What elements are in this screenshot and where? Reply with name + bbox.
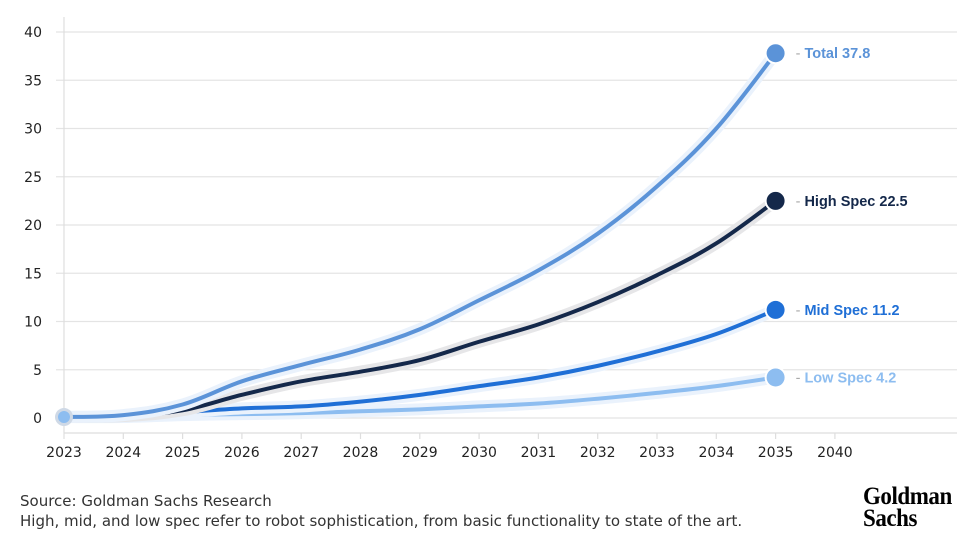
end-labels: - Low Spec 4.2- Mid Spec 11.2- High Spec…: [55, 42, 908, 427]
end-label-text: Total 37.8: [804, 46, 870, 62]
x-tick-label: 2035: [758, 445, 794, 461]
end-label-low-spec: - Low Spec 4.2: [796, 370, 897, 386]
x-axis: 2023 2024 2025 2026 2027 2028 2029 2030 2031 2032…: [46, 432, 957, 461]
y-tick-label: 5: [33, 363, 42, 379]
end-label-dash: -: [796, 303, 805, 319]
x-tick-label: 2030: [461, 445, 497, 461]
end-marker-high-spec: [766, 191, 785, 210]
end-label-dash: -: [796, 370, 805, 386]
y-tick-label: 0: [33, 411, 42, 427]
x-tick-label: 2025: [165, 445, 201, 461]
x-tick-label: 2023: [46, 445, 82, 461]
y-tick-label: 40: [24, 25, 42, 41]
y-tick-label: 15: [24, 266, 42, 282]
end-label-dash: -: [796, 194, 805, 210]
end-marker-low-spec: [766, 368, 785, 387]
chart-footer: Source: Goldman Sachs Research High, mid…: [20, 491, 742, 531]
end-label-total: - Total 37.8: [796, 46, 871, 62]
goldman-sachs-logo: Goldman Sachs: [863, 483, 952, 532]
y-tick-label: 35: [24, 73, 42, 89]
x-tick-label: 2029: [402, 445, 438, 461]
series-line-total: [62, 51, 778, 420]
y-tick-label: 30: [24, 122, 42, 138]
source-note: Source: Goldman Sachs Research: [20, 492, 272, 510]
gridlines: [56, 31, 957, 419]
end-label-mid-spec: - Mid Spec 11.2: [796, 303, 900, 319]
definition-note: High, mid, and low spec refer to robot s…: [20, 512, 743, 530]
end-label-high-spec: - High Spec 22.5: [796, 194, 908, 210]
x-tick-label: 2028: [343, 445, 379, 461]
x-tick-label: 2033: [639, 445, 675, 461]
y-tick-label: 25: [24, 170, 42, 186]
series-lines: [58, 47, 782, 424]
end-label-text: High Spec 22.5: [804, 194, 907, 210]
start-marker: [58, 411, 70, 424]
end-marker-mid-spec: [766, 300, 785, 319]
end-label-text: Mid Spec 11.2: [804, 303, 899, 319]
y-axis: 0 5 10 15 20 25 30 35 40: [24, 17, 65, 433]
logo-line-1: Goldman: [863, 483, 952, 510]
end-marker-total: [766, 44, 785, 63]
logo-line-2: Sachs: [863, 505, 917, 532]
series-line-high-spec: [62, 198, 778, 420]
x-tick-label: 2031: [521, 445, 557, 461]
y-tick-label: 20: [24, 218, 42, 234]
x-tick-label: 2032: [580, 445, 616, 461]
series-halo-high-spec: [58, 194, 782, 424]
x-tick-label: 2026: [224, 445, 260, 461]
end-label-text: Low Spec 4.2: [804, 370, 896, 386]
x-tick-label: 2024: [105, 445, 141, 461]
end-label-dash: -: [796, 46, 805, 62]
x-tick-label: 2034: [698, 445, 734, 461]
y-tick-label: 10: [24, 315, 42, 331]
x-tick-label: 2040: [817, 445, 853, 461]
x-tick-label: 2027: [283, 445, 319, 461]
